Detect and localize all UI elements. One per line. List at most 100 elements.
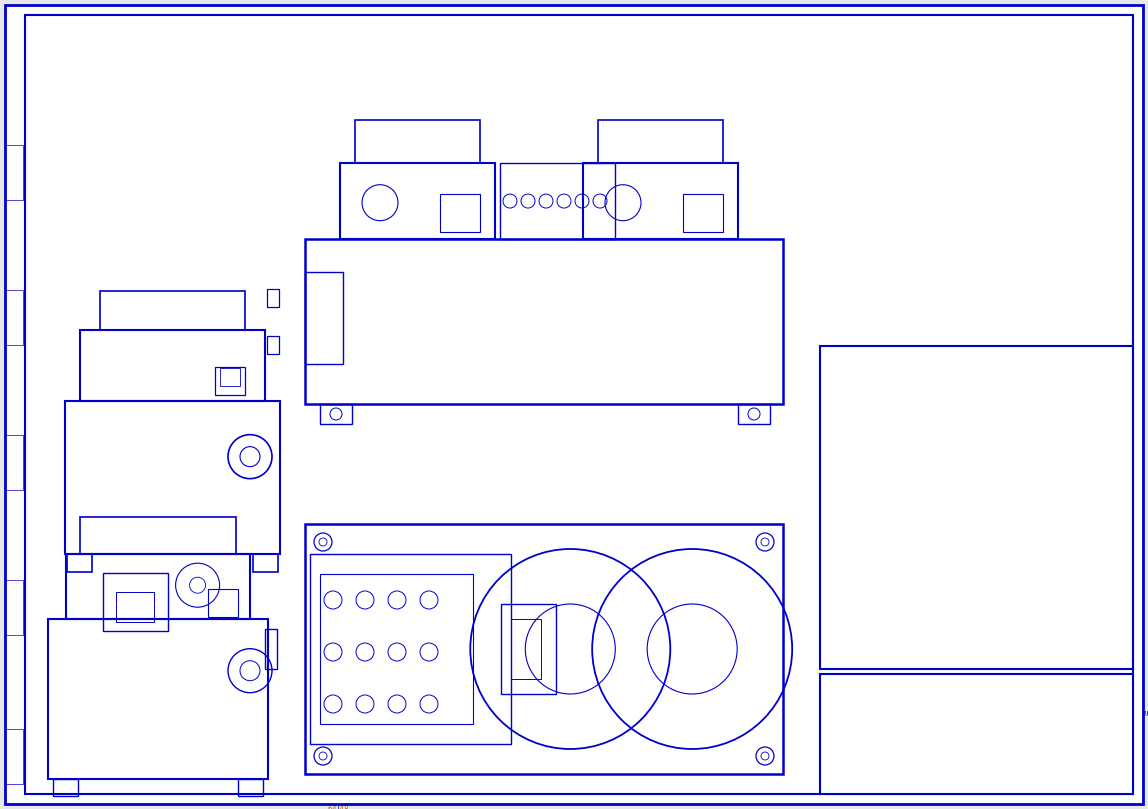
Text: Разраб.: Разраб.: [822, 684, 847, 689]
Text: 7: 7: [40, 354, 47, 364]
Text: в систему: в систему: [319, 135, 356, 141]
Text: ПТПС.970000.000 ВО: ПТПС.970000.000 ВО: [991, 680, 1142, 693]
Bar: [65, 554, 250, 620]
Text: Кобзев А.Т: Кобзев А.Т: [852, 765, 887, 769]
Bar: [5, 729, 23, 784]
Text: 820 мм: 820 мм: [307, 393, 312, 420]
Text: 1: 1: [37, 759, 42, 769]
Text: Конс.: Конс.: [822, 725, 840, 730]
Text: Маслоуказатель: Маслоуказатель: [856, 537, 929, 546]
Text: К 1/2": К 1/2": [319, 118, 341, 125]
Text: 1: 1: [1080, 401, 1086, 410]
Bar: [340, 163, 495, 239]
Bar: [320, 574, 473, 724]
Text: 4: 4: [37, 595, 42, 604]
Text: 1: 1: [1080, 571, 1086, 580]
Text: 290: 290: [489, 377, 504, 386]
Bar: [5, 435, 23, 490]
Text: Примечания: Примечания: [1094, 351, 1139, 358]
Text: 64,48: 64,48: [327, 805, 349, 809]
Bar: [5, 145, 23, 200]
Bar: [80, 330, 265, 400]
Bar: [220, 368, 240, 386]
Text: слив масла: слив масла: [363, 323, 404, 329]
Bar: [305, 524, 783, 774]
Text: 7: 7: [488, 494, 495, 504]
Text: 1: 1: [833, 367, 839, 376]
Text: 2500,16: 2500,16: [527, 797, 561, 806]
Bar: [683, 194, 723, 232]
Bar: [267, 336, 279, 354]
Bar: [305, 272, 343, 364]
Text: 7: 7: [833, 486, 839, 495]
Text: 1: 1: [1080, 537, 1086, 546]
Text: 240: 240: [424, 316, 429, 329]
Bar: [53, 779, 78, 796]
Text: 09.000.000006.5.30.10: 09.000.000006.5.30.10: [30, 14, 135, 23]
Text: 11: 11: [830, 571, 841, 580]
Text: заливка: заливка: [558, 294, 588, 299]
Text: Петров А.О: Петров А.О: [852, 684, 889, 689]
Text: 1: 1: [1108, 780, 1112, 789]
Bar: [583, 163, 738, 239]
Bar: [598, 121, 723, 163]
Text: 6: 6: [833, 469, 839, 478]
Text: 11: 11: [380, 494, 393, 504]
Bar: [208, 589, 238, 616]
Bar: [116, 592, 154, 622]
Text: 6: 6: [425, 46, 430, 56]
Text: Разделительная панель: Разделительная панель: [856, 486, 962, 495]
Bar: [310, 554, 511, 744]
Text: Кафедра Гидравлики/ТМ и М: Кафедра Гидравлики/ТМ и М: [1026, 773, 1123, 778]
Text: 244: 244: [405, 309, 411, 323]
Text: 270: 270: [451, 377, 465, 386]
Bar: [267, 290, 279, 307]
Text: 632: 632: [805, 642, 814, 656]
Text: 1: 1: [1080, 588, 1086, 597]
Text: Листов: Листов: [1046, 780, 1075, 789]
Text: 1: 1: [1080, 384, 1086, 393]
Text: 224,04: 224,04: [528, 433, 559, 442]
Text: 925,08: 925,08: [809, 227, 815, 252]
Text: 2: 2: [1080, 469, 1086, 478]
Text: 3: 3: [37, 629, 42, 638]
Text: Клапан давления: Клапан давления: [856, 588, 933, 597]
Text: Кобзев А.Т: Кобзев А.Т: [852, 711, 887, 717]
Bar: [65, 400, 280, 554]
Text: К ф1/4": К ф1/4": [558, 277, 587, 283]
Text: 13: 13: [830, 605, 841, 614]
Text: Муфта: Муфта: [856, 418, 885, 427]
Text: 1: 1: [1080, 418, 1086, 427]
Bar: [215, 366, 245, 395]
Bar: [320, 404, 352, 424]
Text: 1: 1: [1080, 605, 1086, 614]
Text: Группа УЗМ-41: Группа УЗМ-41: [1000, 769, 1133, 783]
Bar: [738, 404, 770, 424]
Bar: [67, 554, 92, 572]
Bar: [103, 573, 168, 631]
Bar: [253, 554, 278, 572]
Text: A: A: [467, 441, 479, 455]
Text: К 1/2": К 1/2": [363, 307, 385, 312]
Text: Наименование: Наименование: [932, 351, 986, 358]
Text: 1: 1: [1080, 554, 1086, 563]
Bar: [440, 194, 480, 232]
Text: ОГТУ: ОГТУ: [1061, 757, 1089, 767]
Text: 12: 12: [428, 494, 441, 504]
Text: Кобзев А.В: Кобзев А.В: [852, 698, 887, 704]
Bar: [5, 290, 23, 345]
Text: Насос НПн 125/6,3: Насос НПн 125/6,3: [856, 384, 938, 393]
Text: 1: 1: [1114, 622, 1119, 631]
Text: Доц.: Доц.: [822, 711, 837, 717]
Bar: [305, 239, 783, 404]
Bar: [501, 604, 556, 694]
Text: 2,0: 2,0: [473, 173, 486, 182]
Text: Масштаб: Масштаб: [582, 780, 618, 789]
Text: 10: 10: [830, 554, 841, 563]
Text: Агрег.головка рад.свер.станок: Агрег.головка рад.свер.станок: [1004, 738, 1128, 747]
Bar: [48, 620, 267, 779]
Text: 10: 10: [332, 494, 344, 504]
Text: К 1/2": К 1/2": [319, 227, 341, 234]
Text: Болт М8
заземления: Болт М8 заземления: [83, 565, 169, 593]
Text: Плита: Плита: [856, 401, 883, 410]
